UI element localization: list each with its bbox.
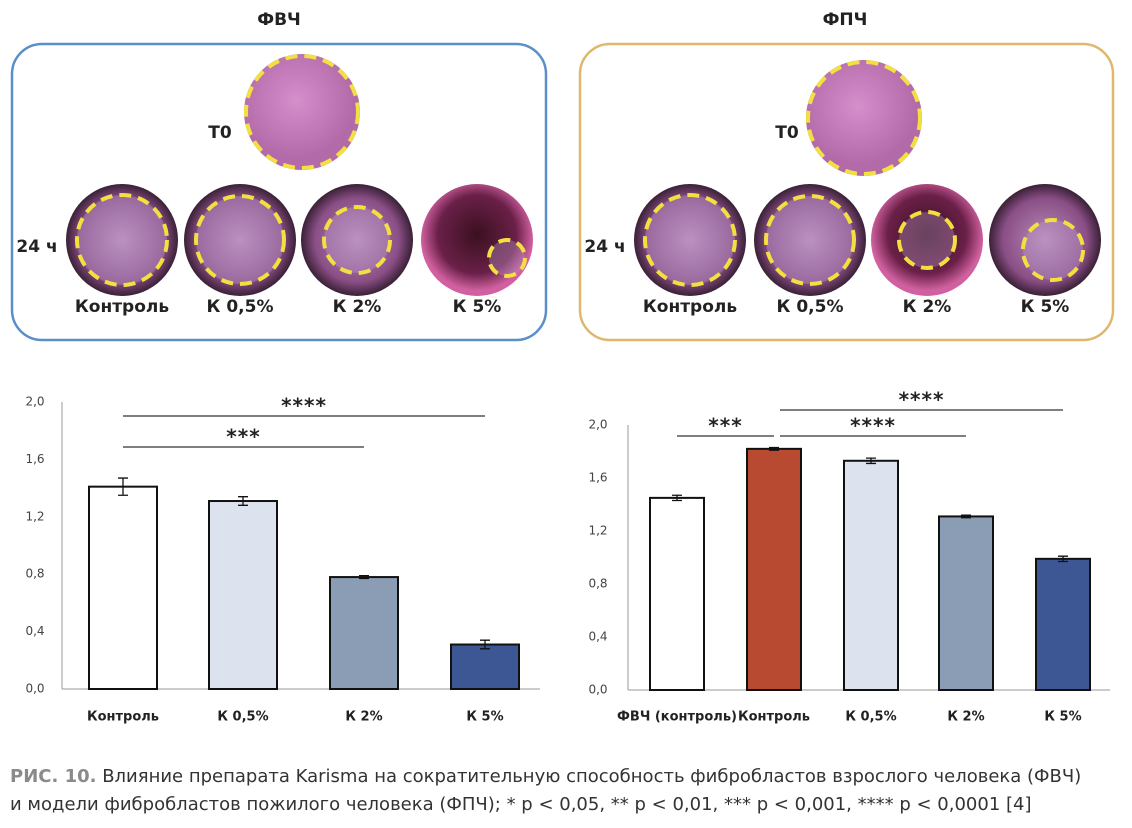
error-bar <box>672 494 682 502</box>
wound-outline <box>764 194 856 286</box>
x-tick-label: К 5% <box>1044 710 1081 725</box>
y-tick-label: 2,0 <box>25 395 44 409</box>
error-bar <box>238 496 248 506</box>
wound-outline <box>643 193 737 287</box>
dish-photo <box>421 184 533 296</box>
dish-photo <box>754 184 866 296</box>
wound-outline <box>322 205 392 275</box>
error-bar <box>359 574 369 580</box>
sample-label: Контроль <box>75 297 169 317</box>
y-tick-label: 0,4 <box>25 624 44 638</box>
y-tick-label: 1,2 <box>588 524 607 538</box>
bar <box>938 515 994 691</box>
x-tick-label: К 2% <box>345 710 382 725</box>
sample-label: К 2% <box>903 297 952 317</box>
dish-photo <box>66 184 178 296</box>
wound-outline <box>244 54 360 170</box>
caption-label: РИС. 10. <box>10 766 96 787</box>
x-tick-label: К 0,5% <box>845 710 896 725</box>
bar <box>746 447 802 691</box>
wound-outline <box>194 194 286 286</box>
bar <box>329 576 399 691</box>
x-tick-label: К 0,5% <box>217 710 268 725</box>
wound-outline <box>487 238 527 278</box>
dish-photo <box>301 184 413 296</box>
bar <box>1035 557 1091 692</box>
error-bar <box>480 639 490 650</box>
time-label: 24 ч <box>584 237 625 257</box>
caption-line: и модели фибробластов пожилого человека … <box>10 794 1032 815</box>
dish-photo <box>806 60 922 176</box>
panel-title: ФПЧ <box>823 10 868 30</box>
dish-photo <box>634 184 746 296</box>
y-tick-label: 1,6 <box>25 452 44 466</box>
wound-outline <box>1021 218 1085 282</box>
y-tick-label: 2,0 <box>588 418 607 432</box>
significance-label: **** <box>850 414 896 438</box>
error-bar <box>866 457 876 465</box>
sample-label: К 2% <box>333 297 382 317</box>
y-tick-label: 0,8 <box>588 577 607 591</box>
error-bar <box>118 477 128 496</box>
sample-label: К 5% <box>1021 297 1070 317</box>
bar <box>208 500 278 691</box>
sample-label: Контроль <box>643 297 737 317</box>
significance-label: *** <box>226 425 260 449</box>
y-tick-label: 1,6 <box>588 471 607 485</box>
x-tick-label: Контроль <box>87 710 159 725</box>
time-label: Т0 <box>775 123 799 143</box>
x-tick-label: К 2% <box>947 710 984 725</box>
significance-label: **** <box>899 388 945 412</box>
y-tick-label: 0,0 <box>25 682 44 696</box>
y-tick-label: 1,2 <box>25 509 44 523</box>
wound-outline <box>75 193 169 287</box>
caption-text: Влияние препарата Karisma на сократитель… <box>102 766 1081 787</box>
sample-label: К 5% <box>453 297 502 317</box>
panel-title: ФВЧ <box>257 10 301 30</box>
error-bar <box>961 514 971 519</box>
dish-photo <box>244 54 360 170</box>
wound-outline <box>806 60 922 176</box>
y-tick-label: 0,8 <box>25 567 44 581</box>
bar <box>649 496 705 691</box>
significance-label: *** <box>708 414 742 438</box>
error-bar <box>769 446 779 451</box>
sample-label: К 0,5% <box>777 297 844 317</box>
caption-line: РИС. 10. Влияние препарата Karisma на со… <box>10 766 1081 787</box>
dish-photo <box>871 184 983 296</box>
sample-label: К 0,5% <box>207 297 274 317</box>
time-label: Т0 <box>208 123 232 143</box>
significance-label: **** <box>281 394 327 418</box>
bar <box>88 485 158 691</box>
dish-photo <box>184 184 296 296</box>
time-label: 24 ч <box>16 237 57 257</box>
bar <box>843 459 899 691</box>
y-tick-label: 0,0 <box>588 683 607 697</box>
x-tick-label: К 5% <box>466 710 503 725</box>
panel-frame <box>10 42 548 342</box>
panel-frame <box>578 42 1115 342</box>
error-bar <box>1058 555 1068 563</box>
x-tick-label: Контроль <box>738 710 810 725</box>
y-tick-label: 0,4 <box>588 630 607 644</box>
x-tick-label: ФВЧ (контроль) <box>617 710 737 725</box>
bar <box>450 643 520 691</box>
dish-photo <box>989 184 1101 296</box>
wound-outline <box>897 210 957 270</box>
